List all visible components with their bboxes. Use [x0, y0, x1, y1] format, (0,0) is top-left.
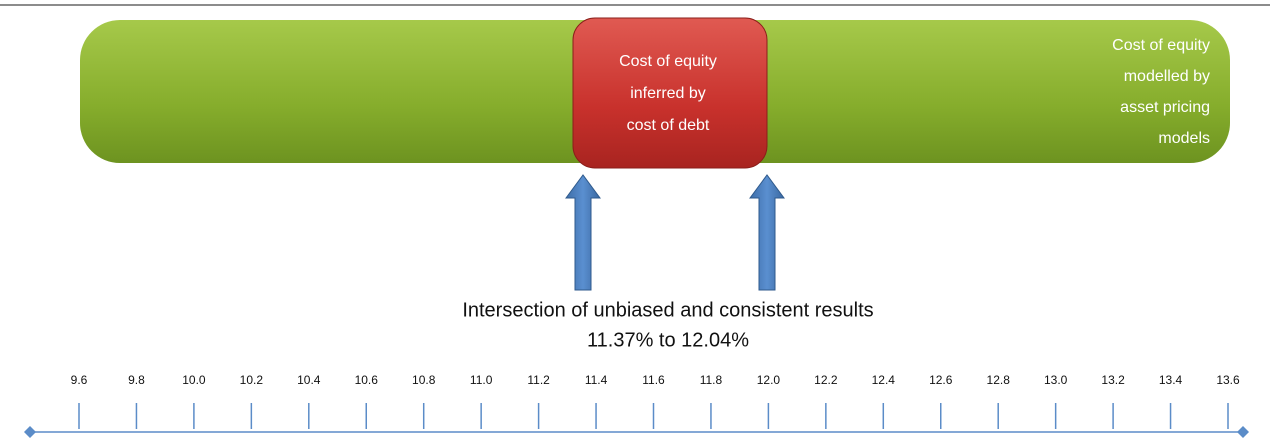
caption: 11.37% to 12.04% [587, 329, 749, 351]
tick-label: 12.2 [814, 373, 838, 387]
tick-label: 11.8 [700, 373, 723, 387]
tick-label: 11.2 [527, 373, 550, 387]
green-band-label: Cost of equity [1112, 37, 1210, 54]
tick-label: 12.4 [872, 373, 896, 387]
tick-label: 12.8 [987, 373, 1011, 387]
arrow [565, 174, 601, 291]
tick-label: 10.6 [355, 373, 379, 387]
tick-label: 10.0 [182, 373, 206, 387]
green-band-label: modelled by [1124, 68, 1210, 85]
arrow [749, 174, 785, 291]
tick-label: 9.8 [128, 373, 145, 387]
tick-label: 9.6 [71, 373, 88, 387]
red-box-label: Cost of equity [619, 53, 717, 70]
caption: Intersection of unbiased and consistent … [462, 299, 873, 321]
tick-label: 11.0 [470, 373, 493, 387]
green-band-label: asset pricing [1120, 99, 1210, 116]
red-box [572, 17, 768, 169]
tick-label: 12.6 [929, 373, 953, 387]
axis-end [24, 426, 36, 438]
tick-label: 13.6 [1216, 373, 1240, 387]
tick-label: 10.2 [240, 373, 264, 387]
axis-end [1237, 426, 1249, 438]
tick-label: 10.4 [297, 373, 321, 387]
tick-label: 13.4 [1159, 373, 1183, 387]
green-band-label: models [1158, 130, 1210, 147]
tick-label: 13.2 [1101, 373, 1125, 387]
tick-label: 11.6 [642, 373, 665, 387]
red-box-label: inferred by [630, 85, 706, 102]
tick-label: 12.0 [757, 373, 781, 387]
tick-label: 10.8 [412, 373, 436, 387]
tick-label: 11.4 [585, 373, 608, 387]
red-box-label: cost of debt [627, 117, 710, 134]
tick-label: 13.0 [1044, 373, 1068, 387]
